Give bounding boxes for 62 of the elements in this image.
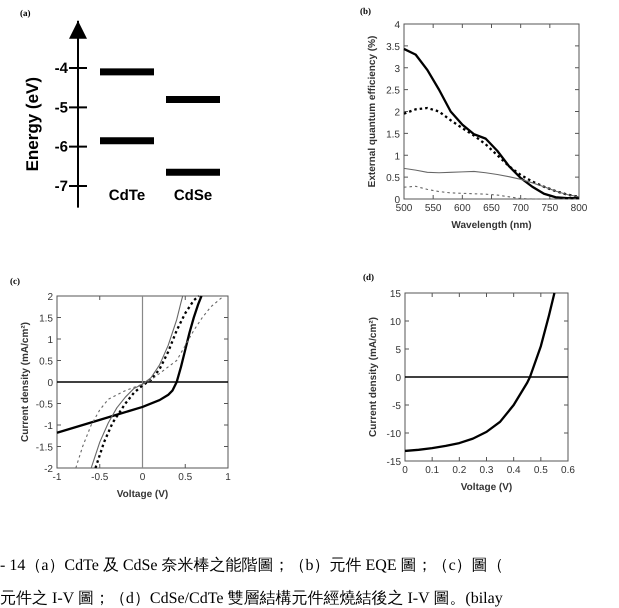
x-tick-label: 0 bbox=[402, 465, 408, 476]
x-tick-label: 0 bbox=[140, 472, 146, 483]
y-tick-label: -5 bbox=[54, 99, 68, 116]
y-tick-label: 10 bbox=[390, 317, 402, 328]
y-tick-label: -7 bbox=[54, 178, 68, 195]
y-tick-label: 1.5 bbox=[386, 129, 400, 140]
y-tick-label: -6 bbox=[54, 138, 68, 156]
y-axis-title: External quantum efficiency (%) bbox=[367, 36, 378, 188]
y-tick-label: 2 bbox=[394, 108, 400, 118]
y-tick-label: -1 bbox=[44, 421, 54, 432]
x-tick-label: 800 bbox=[570, 203, 588, 214]
x-tick-label: 600 bbox=[454, 203, 472, 214]
category-label: CdSe bbox=[174, 187, 212, 204]
y-tick-label: -4 bbox=[54, 60, 69, 77]
y-tick-label: -5 bbox=[392, 401, 402, 412]
x-tick-label: 550 bbox=[424, 203, 442, 214]
x-axis-title: Voltage (V) bbox=[116, 489, 168, 500]
chart-title: (a) bbox=[20, 8, 30, 18]
y-tick-label: -0.5 bbox=[36, 400, 54, 410]
y-tick-label: 1 bbox=[394, 151, 400, 162]
chart-title: (d) bbox=[363, 272, 374, 282]
x-tick-label: 0.2 bbox=[452, 465, 467, 476]
text: - 14（a）CdTe 及 CdSe 奈米棒之能階圖；（b）元件 EQE 圖；（c）圖（ bbox=[0, 556, 504, 574]
x-tick-label: 0.4 bbox=[506, 465, 522, 476]
x-tick-label: -0.5 bbox=[91, 472, 109, 483]
x-tick-label: 650 bbox=[483, 203, 500, 214]
category-label: CdTe bbox=[108, 187, 146, 204]
y-axis-title: Current density (mA/cm²) bbox=[368, 316, 379, 438]
y-tick-label: 3.5 bbox=[386, 42, 400, 53]
y-tick-label: 1 bbox=[47, 335, 54, 346]
x-tick-label: 0.5 bbox=[534, 465, 548, 476]
x-tick-label: 0.5 bbox=[178, 472, 193, 483]
y-tick-label: 15 bbox=[390, 289, 402, 300]
y-tick-label: 3 bbox=[394, 64, 400, 75]
x-tick-label: 750 bbox=[541, 203, 559, 214]
chart-title: (b) bbox=[360, 6, 371, 16]
y-tick-label: 5 bbox=[395, 345, 402, 356]
x-tick-label: 0.6 bbox=[561, 465, 576, 476]
x-axis-title: Voltage (V) bbox=[460, 482, 512, 493]
x-tick-label: 0.1 bbox=[425, 465, 440, 476]
y-tick-label: 0.5 bbox=[39, 356, 54, 368]
y-axis-title: Current density (mA/cm²) bbox=[20, 322, 31, 442]
chart-title: (c) bbox=[10, 276, 20, 286]
y-tick-label: 0 bbox=[47, 378, 54, 389]
y-tick-label: -2 bbox=[44, 464, 54, 475]
text: 元件之 I-V 圖；（d）CdSe/CdTe 雙層結構元件經燒結後之 I-V 圖。(bilay bbox=[0, 589, 503, 607]
y-tick-label: 2 bbox=[47, 292, 54, 303]
y-tick-label: -1.5 bbox=[36, 442, 54, 454]
x-tick-label: 700 bbox=[512, 203, 530, 214]
x-tick-label: 500 bbox=[396, 203, 413, 214]
x-tick-label: 0.3 bbox=[480, 465, 494, 476]
line-series bbox=[75, 295, 224, 469]
y-axis-title: Energy (eV) bbox=[23, 76, 42, 172]
x-tick-label: 1 bbox=[225, 472, 232, 483]
y-tick-label: 0.5 bbox=[386, 173, 400, 184]
y-tick-label: 0 bbox=[395, 373, 402, 384]
y-tick-label: 1.5 bbox=[39, 314, 54, 324]
y-tick-label: -15 bbox=[386, 457, 402, 468]
x-axis-title: Wavelength (nm) bbox=[451, 220, 532, 231]
y-tick-label: 2.5 bbox=[386, 86, 400, 97]
y-tick-label: 4 bbox=[394, 20, 400, 31]
y-tick-label: -10 bbox=[386, 429, 402, 440]
